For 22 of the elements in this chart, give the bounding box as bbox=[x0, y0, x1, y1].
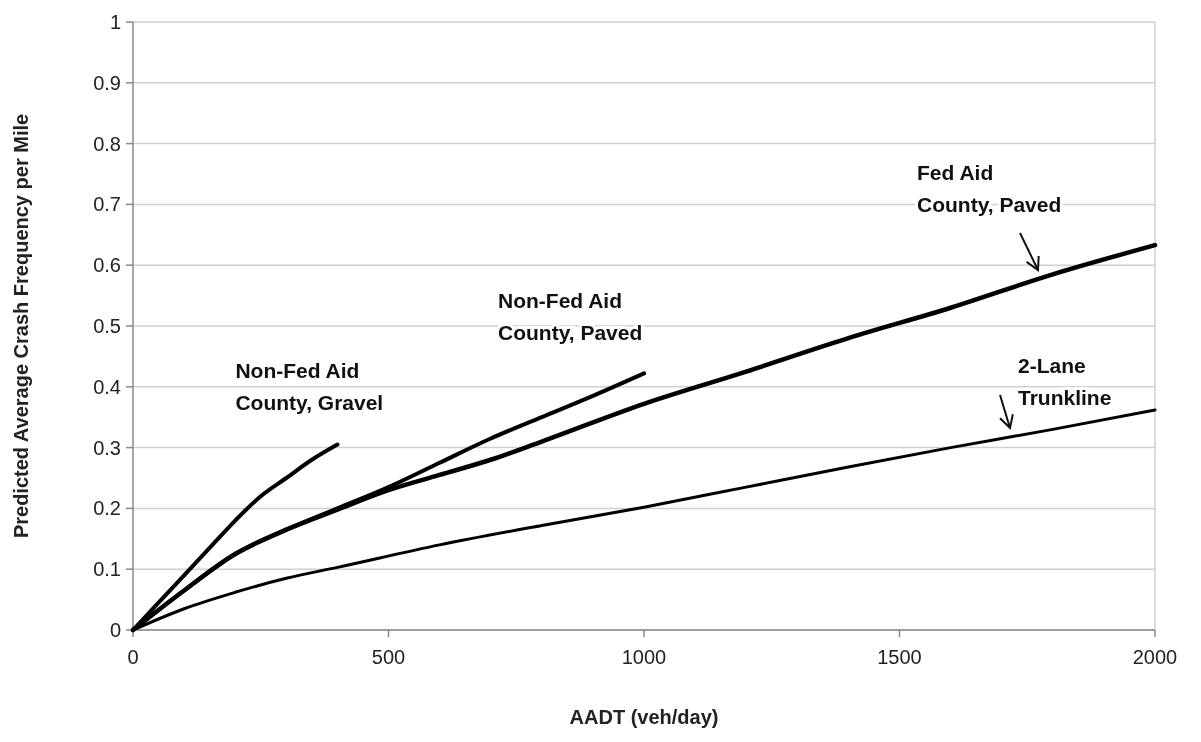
y-tick-label: 0.7 bbox=[93, 193, 121, 216]
x-tick-label: 500 bbox=[371, 646, 406, 668]
series-label: 2-Lane Trunkline bbox=[1018, 353, 1112, 409]
y-tick-label: 0 bbox=[109, 619, 121, 641]
y-tick-label: 1 bbox=[109, 11, 121, 33]
y-tick-label: 0.1 bbox=[93, 558, 121, 581]
y-tick-label: 0.6 bbox=[93, 254, 121, 277]
y-tick-label: 0.2 bbox=[93, 497, 121, 520]
y-tick-label: 0.5 bbox=[93, 315, 121, 337]
x-tick-label: 1500 bbox=[877, 646, 922, 668]
y-axis-title: Predicted Average Crash Frequency per Mile bbox=[10, 113, 32, 539]
y-tick-label: 0.9 bbox=[93, 71, 121, 94]
text: Non-Fed Aid County, Gravel bbox=[235, 358, 384, 414]
y-tick-label: 0.4 bbox=[93, 375, 121, 398]
x-tick-label: 0 bbox=[127, 646, 139, 668]
x-tick-label: 1000 bbox=[621, 646, 667, 668]
y-tick-label: 0.8 bbox=[93, 132, 121, 155]
text: Fed Aid County, Paved bbox=[917, 161, 1062, 217]
x-axis-title: AADT (veh/day) bbox=[569, 706, 719, 728]
series-label: Non-Fed Aid County, Paved bbox=[498, 289, 643, 345]
y-tick-label: 0.3 bbox=[93, 436, 121, 459]
x-tick-label: 2000 bbox=[1132, 646, 1178, 668]
